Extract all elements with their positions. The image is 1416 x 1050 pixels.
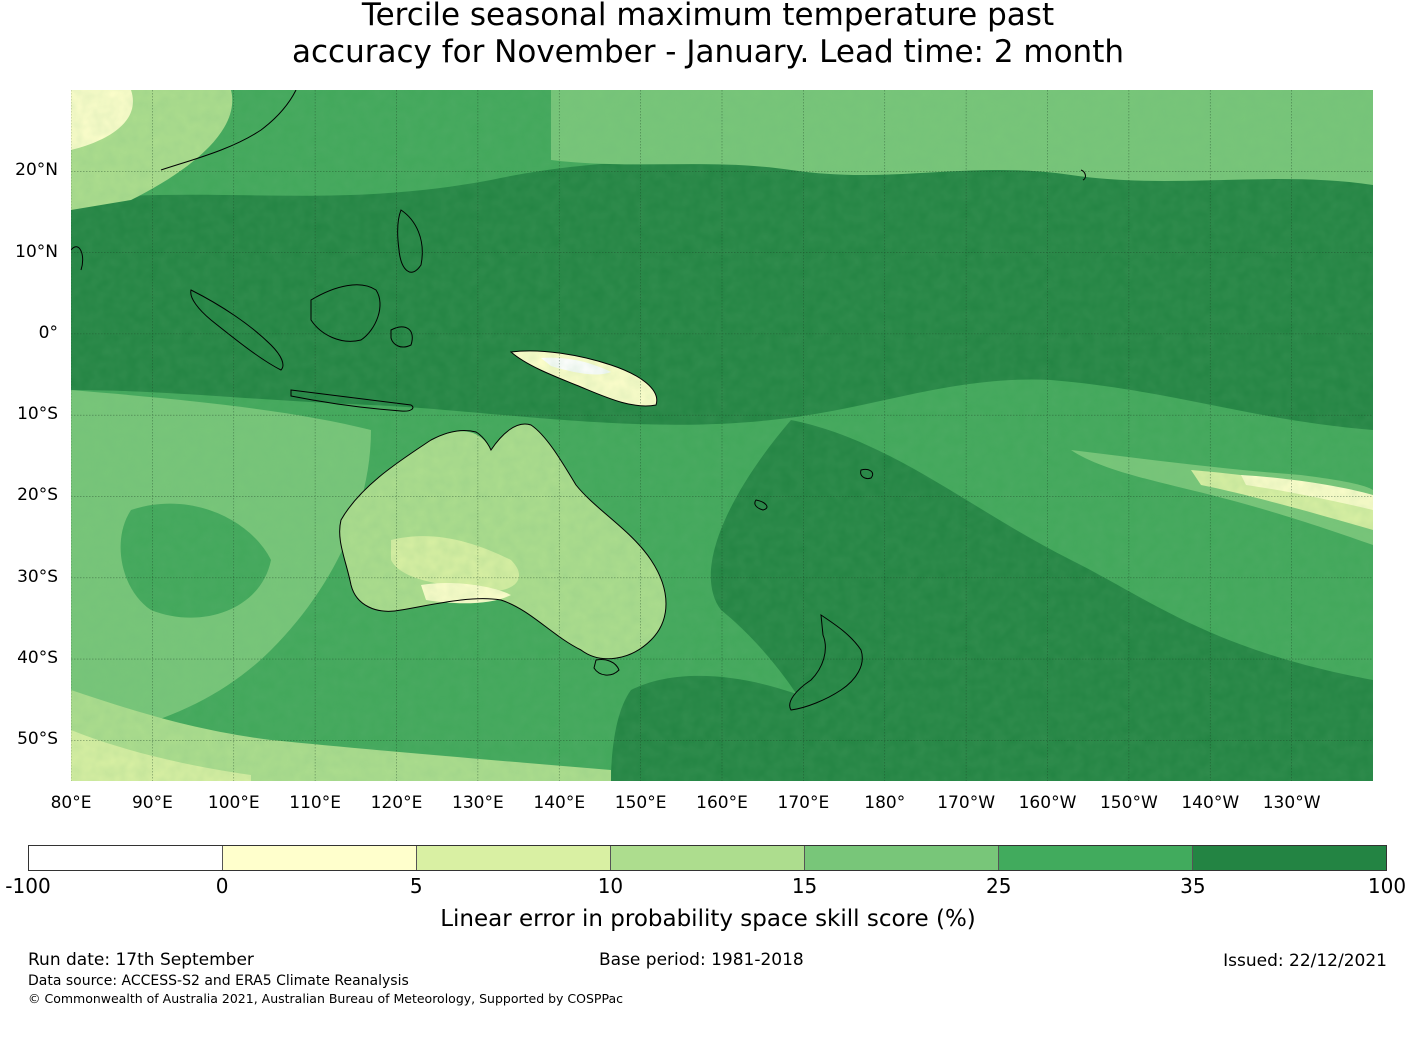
longitude-label: 110°E [289,793,341,813]
latitude-label: 40°S [17,648,58,669]
colorbar-tick-label: -100 [5,874,51,898]
colorbar-tick-label: 0 [215,874,229,898]
sri-lanka-coastline [71,246,84,271]
sulawesi-coastline [390,326,413,348]
indochina-coastline [160,90,297,171]
longitude-label: 160°W [1018,793,1077,813]
longitude-label: 90°E [131,793,173,813]
copyright: © Commonwealth of Australia 2021, Austra… [28,991,623,1006]
new-guinea-coastline [509,350,658,407]
colorbar-tick-label: 100 [1367,874,1407,898]
map-title-line2: accuracy for November - January. Lead ti… [291,34,1125,70]
longitude-label: 140°W [1181,793,1240,813]
tasmania-coastline [593,659,620,676]
longitude-label: 150°W [1099,793,1158,813]
longitude-label: 160°E [696,793,748,813]
fiji-coastline [860,469,874,479]
map-title-line1: Tercile seasonal maximum temperature pas… [361,0,1055,33]
issued-date: Issued: 22/12/2021 [1223,951,1387,971]
colorbar-label: Linear error in probability space skill … [440,906,976,932]
colorbar-segment [29,846,223,870]
new-caledonia-coastline [754,499,768,511]
longitude-label: 120°E [370,793,423,813]
colorbar [28,845,1387,871]
colorbar-tick-label: 25 [985,874,1012,898]
longitude-label: 130°W [1262,793,1321,813]
colorbar-tick-label: 15 [791,874,818,898]
new-zealand-coastline [789,613,863,711]
colorbar-segment [999,846,1193,870]
colorbar-tick-label: 35 [1180,874,1206,898]
longitude-label: 170°E [777,793,830,813]
colorbar-segment [1193,846,1386,870]
map-canvas [71,90,1373,781]
latitude-label: 0° [38,322,58,343]
colorbar-segment [611,846,805,870]
latitude-label: 10°S [17,404,58,425]
sumatra-coastline [190,289,284,371]
longitude-label: 140°E [533,793,586,813]
data-source: Data source: ACCESS-S2 and ERA5 Climate … [28,973,409,989]
colorbar-segment [223,846,417,870]
philippines-coastline [397,209,423,273]
longitude-label: 80°E [50,793,92,813]
australia-coastline [339,423,667,660]
base-period: Base period: 1981-2018 [599,950,804,970]
longitude-label: 180° [864,793,906,813]
latitude-label: 20°N [15,160,58,181]
colorbar-segment [417,846,611,870]
java-coastline [290,389,414,412]
borneo-coastline [310,284,381,342]
graticule-lines [71,90,1373,781]
hawaii-coastline [1080,169,1086,181]
colorbar-segment [805,846,999,870]
colorbar-tick-label: 10 [597,874,624,898]
longitude-label: 150°E [614,793,667,813]
latitude-label: 20°S [17,485,58,506]
latitude-label: 30°S [17,566,58,587]
longitude-label: 170°W [937,793,996,813]
coastlines [71,90,1086,711]
latitude-label: 10°N [15,241,58,262]
latitude-label: 50°S [17,729,58,750]
longitude-label: 130°E [452,793,504,813]
longitude-label: 100°E [207,793,260,813]
colorbar-tick-label: 5 [409,874,423,898]
skill-score-map [71,90,1373,781]
run-date: Run date: 17th September [28,950,254,970]
